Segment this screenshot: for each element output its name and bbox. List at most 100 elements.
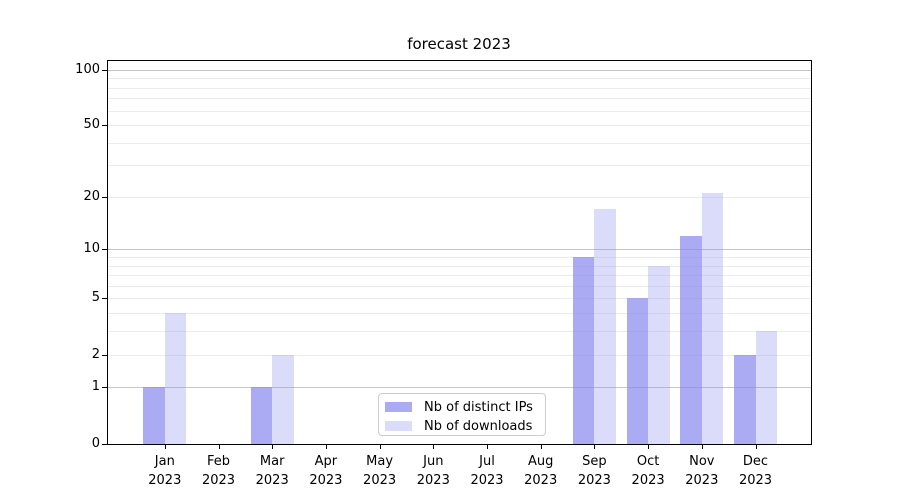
legend-item-distinct-ips: Nb of distinct IPs — [385, 398, 539, 416]
minor-gridline — [108, 354, 811, 356]
y-tick-mark — [102, 249, 107, 251]
x-tick-year: 2023 — [577, 473, 611, 488]
x-tick-year: 2023 — [631, 473, 665, 488]
x-tick-month: Aug — [527, 454, 554, 469]
x-tick-month: May — [366, 454, 394, 469]
y-tick-label: 100 — [75, 61, 100, 77]
x-tick-year: 2023 — [363, 473, 397, 488]
x-tick-mark — [755, 445, 757, 449]
bar-downloads — [701, 193, 724, 444]
y-tick-label: 5 — [91, 290, 100, 306]
minor-gridline — [108, 98, 811, 100]
x-tick-mark — [218, 445, 220, 449]
x-tick-mark — [379, 445, 381, 449]
x-tick-label: May 2023 — [349, 452, 411, 490]
y-tick-mark — [102, 196, 107, 198]
minor-gridline — [108, 298, 811, 300]
x-tick-month: Jul — [479, 454, 495, 469]
x-tick-month: Feb — [206, 454, 231, 469]
bar-downloads — [648, 265, 670, 444]
x-tick-label: Aug 2023 — [510, 452, 572, 490]
major-gridline — [108, 387, 811, 389]
y-tick-mark — [102, 298, 107, 300]
minor-gridline — [108, 331, 811, 333]
x-tick-year: 2023 — [738, 473, 773, 488]
x-tick-month: Oct — [636, 454, 660, 469]
y-tick-label: 1 — [91, 379, 100, 395]
x-tick-label: Nov 2023 — [671, 452, 733, 490]
x-tick-mark — [164, 445, 166, 449]
x-tick-label: Jun 2023 — [402, 452, 464, 490]
x-tick-label: Apr 2023 — [295, 452, 357, 490]
bar-distinct-ips — [143, 387, 165, 444]
x-tick-label: Oct 2023 — [617, 452, 679, 490]
bar-distinct-ips — [572, 257, 595, 444]
y-tick-label: 20 — [83, 188, 100, 204]
bar-distinct-ips — [626, 298, 649, 444]
minor-gridline — [108, 285, 811, 287]
minor-gridline — [108, 142, 811, 144]
chart-title: forecast 2023 — [407, 35, 511, 53]
legend-swatch-downloads — [385, 421, 412, 431]
x-tick-month: Jun — [423, 454, 444, 469]
minor-gridline — [108, 125, 811, 126]
plot-area — [107, 60, 812, 445]
x-tick-label: Sep 2023 — [563, 452, 625, 490]
bar-downloads — [594, 209, 616, 444]
minor-gridline — [108, 275, 811, 277]
x-tick-year: 2023 — [148, 473, 182, 488]
x-tick-month: Mar — [259, 454, 285, 469]
bar-distinct-ips — [250, 387, 273, 444]
y-tick-mark — [102, 387, 107, 389]
y-tick-label: 10 — [83, 241, 100, 257]
x-tick-label: Jul 2023 — [456, 452, 518, 490]
x-tick-mark — [540, 445, 542, 449]
x-tick-mark — [594, 445, 596, 449]
x-tick-year: 2023 — [685, 473, 719, 488]
x-tick-month: Apr — [314, 454, 338, 469]
bar-distinct-ips — [734, 354, 756, 444]
x-tick-month: Dec — [742, 454, 769, 469]
x-tick-mark — [648, 445, 650, 449]
minor-gridline — [108, 110, 811, 112]
y-tick-mark — [102, 69, 107, 71]
minor-gridline — [108, 165, 811, 167]
minor-gridline — [108, 87, 811, 89]
x-tick-label: Dec 2023 — [725, 452, 787, 490]
x-tick-mark — [433, 445, 435, 449]
x-tick-month: Nov — [689, 454, 715, 469]
x-tick-mark — [701, 445, 703, 449]
legend-swatch-distinct-ips — [385, 402, 412, 412]
legend-label-downloads: Nb of downloads — [424, 418, 533, 434]
y-tick-mark — [102, 354, 107, 356]
y-tick-mark — [102, 443, 107, 445]
x-tick-label: Feb 2023 — [188, 452, 250, 490]
bar-distinct-ips — [680, 235, 702, 444]
x-tick-year: 2023 — [524, 473, 558, 488]
x-tick-month: Jan — [154, 454, 175, 469]
minor-gridline — [108, 78, 811, 80]
bar-downloads — [272, 354, 294, 444]
y-tick-label: 0 — [91, 435, 100, 451]
y-tick-label: 2 — [91, 346, 100, 362]
x-tick-year: 2023 — [309, 473, 343, 488]
minor-gridline — [108, 196, 811, 198]
x-tick-year: 2023 — [255, 473, 289, 488]
x-tick-label: Mar 2023 — [241, 452, 303, 490]
x-tick-year: 2023 — [201, 473, 236, 488]
major-gridline — [108, 249, 811, 251]
minor-gridline — [108, 313, 811, 315]
minor-gridline — [108, 257, 811, 258]
x-tick-mark — [487, 445, 488, 449]
y-tick-label: 50 — [83, 117, 100, 132]
legend-label-distinct-ips: Nb of distinct IPs — [424, 399, 533, 415]
minor-gridline — [108, 265, 811, 267]
bar-downloads — [164, 313, 187, 444]
legend-item-downloads: Nb of downloads — [385, 417, 539, 435]
major-gridline — [108, 69, 811, 71]
legend: Nb of distinct IPs Nb of downloads — [378, 393, 546, 436]
x-tick-mark — [325, 445, 327, 449]
bar-downloads — [755, 331, 777, 444]
x-tick-mark — [272, 445, 274, 449]
